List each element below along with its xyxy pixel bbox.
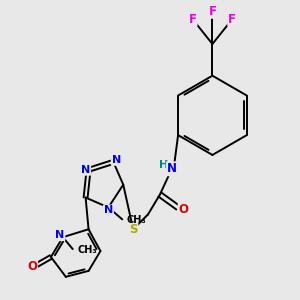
- Text: N: N: [112, 155, 121, 165]
- Text: CH₃: CH₃: [126, 215, 146, 225]
- Text: N: N: [55, 230, 64, 240]
- Text: N: N: [167, 162, 177, 175]
- Text: O: O: [179, 203, 189, 216]
- Text: N: N: [104, 206, 113, 215]
- Text: CH₃: CH₃: [78, 245, 97, 255]
- Text: S: S: [129, 223, 137, 236]
- Text: H: H: [159, 160, 169, 170]
- Text: F: F: [189, 13, 196, 26]
- Text: F: F: [228, 13, 236, 26]
- Text: N: N: [81, 165, 90, 175]
- Text: O: O: [27, 260, 37, 273]
- Text: F: F: [208, 5, 216, 18]
